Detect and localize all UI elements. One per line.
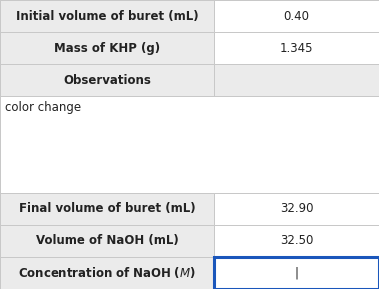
Text: Volume of NaOH (mL): Volume of NaOH (mL) (36, 234, 179, 247)
Text: Initial volume of buret (mL): Initial volume of buret (mL) (16, 10, 198, 23)
Bar (0, 193, 214, 225)
Bar (214, 257, 379, 289)
Bar (214, 32, 379, 64)
Text: Observations: Observations (63, 74, 151, 87)
Text: 32.50: 32.50 (280, 234, 313, 247)
Bar (0, 64, 214, 96)
Text: Mass of KHP (g): Mass of KHP (g) (54, 42, 160, 55)
Bar (0, 32, 214, 64)
Bar (0, 96, 379, 193)
Bar (0, 0, 214, 32)
Bar (0, 257, 214, 289)
Bar (214, 193, 379, 225)
Bar (214, 0, 379, 32)
Bar (214, 64, 379, 96)
Text: Final volume of buret (mL): Final volume of buret (mL) (19, 202, 196, 215)
Bar (214, 225, 379, 257)
Text: 1.345: 1.345 (280, 42, 313, 55)
Text: $\bf{Concentration\ of\ NaOH\ (}$$\mathit{M}$$\bf{)}$: $\bf{Concentration\ of\ NaOH\ (}$$\mathi… (18, 265, 196, 280)
Text: color change: color change (5, 101, 81, 114)
Bar (0, 225, 214, 257)
Text: |: | (294, 266, 299, 279)
Text: 32.90: 32.90 (280, 202, 313, 215)
Text: 0.40: 0.40 (283, 10, 310, 23)
